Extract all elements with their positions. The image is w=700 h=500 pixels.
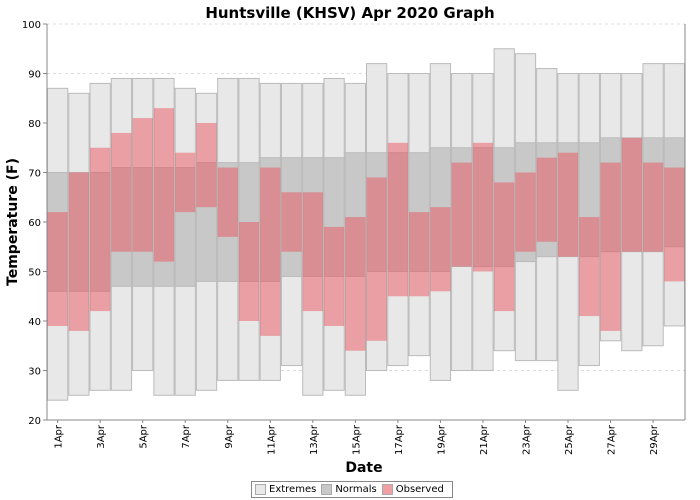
observed-bar bbox=[153, 108, 175, 262]
normals-bar bbox=[621, 137, 643, 253]
observed-bar bbox=[68, 172, 90, 331]
bars bbox=[47, 48, 686, 401]
y-tick-label: 30 bbox=[28, 367, 41, 378]
normals-bar bbox=[344, 152, 367, 277]
observed-bar bbox=[621, 137, 642, 252]
y-tick-label: 60 bbox=[28, 218, 41, 229]
observed-bar bbox=[366, 177, 387, 341]
observed-bar bbox=[281, 192, 302, 252]
y-tick-label: 40 bbox=[28, 317, 41, 328]
x-tick-label: 5Apr bbox=[139, 424, 150, 449]
observed-bar bbox=[664, 167, 685, 282]
y-tick-label: 70 bbox=[28, 169, 41, 180]
normals-bar bbox=[132, 167, 154, 287]
normals-bar bbox=[366, 152, 388, 272]
observed-bar bbox=[90, 147, 111, 312]
normals-bar bbox=[195, 162, 218, 282]
observed-bar bbox=[238, 222, 260, 321]
normals-bar bbox=[642, 137, 664, 253]
x-tick-label: 21Apr bbox=[479, 424, 490, 455]
normals-bar bbox=[557, 142, 579, 258]
normals-bar bbox=[280, 157, 303, 277]
observed-bar bbox=[409, 212, 430, 297]
x-axis-label: Date bbox=[345, 460, 382, 476]
legend-item-observed: Observed bbox=[381, 484, 444, 495]
observed-bar bbox=[387, 142, 409, 297]
x-tick-label: 27Apr bbox=[607, 424, 618, 455]
normals-bar bbox=[578, 142, 600, 258]
normals-bar bbox=[302, 157, 324, 277]
legend-label: Extremes bbox=[269, 484, 317, 495]
y-axis-label: Temperature (F) bbox=[5, 158, 21, 286]
normals-bar bbox=[174, 167, 196, 287]
x-tick-label: 9Apr bbox=[224, 424, 235, 449]
normals-bar bbox=[472, 147, 494, 268]
observed-bar bbox=[345, 217, 366, 351]
observed-bar bbox=[579, 217, 600, 317]
x-tick-label: 25Apr bbox=[564, 424, 575, 455]
observed-bar bbox=[472, 142, 494, 272]
legend-label: Normals bbox=[335, 484, 377, 495]
y-tick-label: 90 bbox=[28, 70, 41, 81]
observed-bar bbox=[175, 152, 196, 213]
observed-bar bbox=[196, 123, 217, 208]
normals-bar bbox=[387, 152, 409, 272]
observed-bar bbox=[451, 162, 472, 267]
x-tick-label: 3Apr bbox=[96, 424, 107, 449]
observed-bar bbox=[642, 162, 664, 252]
observed-bar bbox=[600, 162, 621, 331]
observed-bar bbox=[536, 157, 557, 242]
chart-title: Huntsville (KHSV) Apr 2020 Graph bbox=[205, 4, 495, 22]
legend-swatch-extremes bbox=[255, 484, 266, 495]
y-tick-label: 50 bbox=[28, 268, 41, 279]
observed-bar bbox=[47, 212, 68, 326]
normals-bar bbox=[153, 167, 175, 287]
x-tick-label: 17Apr bbox=[394, 424, 405, 455]
observed-bar bbox=[557, 152, 579, 257]
observed-bar bbox=[515, 172, 536, 252]
observed-bar bbox=[260, 167, 281, 336]
legend-swatch-observed bbox=[381, 484, 393, 495]
y-tick-label: 100 bbox=[22, 20, 41, 31]
observed-bar bbox=[132, 118, 153, 252]
normals-bar bbox=[217, 162, 239, 282]
observed-bar bbox=[494, 182, 515, 312]
x-tick-label: 13Apr bbox=[309, 424, 320, 455]
observed-bar bbox=[430, 207, 451, 292]
x-tick-label: 23Apr bbox=[522, 424, 533, 455]
observed-bar bbox=[111, 132, 132, 252]
legend-item-normals: Normals bbox=[321, 484, 377, 495]
x-tick-label: 29Apr bbox=[649, 424, 660, 455]
normals-bar bbox=[408, 152, 430, 272]
normals-bar bbox=[599, 137, 622, 253]
legend-item-extremes: Extremes bbox=[255, 484, 316, 495]
normals-bar bbox=[110, 167, 133, 287]
legend: Extremes Normals Observed bbox=[251, 481, 453, 498]
x-tick-label: 15Apr bbox=[351, 424, 362, 455]
observed-bar bbox=[217, 167, 238, 237]
normals-bar bbox=[493, 147, 515, 268]
legend-label: Observed bbox=[395, 484, 444, 495]
normals-bar bbox=[429, 147, 452, 272]
x-tick-label: 1Apr bbox=[54, 424, 65, 449]
y-tick-label: 80 bbox=[28, 119, 41, 130]
axes: 20 30 40 50 60 70 80 90 100 1Apr 3Apr 5Apr 7Apr 9Apr 1… bbox=[22, 20, 686, 455]
x-tick-label: 19Apr bbox=[436, 424, 447, 455]
observed-bar bbox=[302, 192, 323, 312]
legend-swatch-normals bbox=[321, 484, 333, 495]
normals-bar bbox=[323, 157, 345, 277]
normals-bar bbox=[238, 162, 260, 282]
normals-bar bbox=[514, 142, 537, 263]
normals-bar bbox=[536, 142, 558, 258]
x-tick-label: 11Apr bbox=[266, 424, 277, 455]
observed-bar bbox=[323, 226, 345, 326]
normals-bar bbox=[68, 172, 90, 292]
x-tick-label: 7Apr bbox=[181, 424, 192, 449]
normals-bar bbox=[259, 157, 281, 282]
normals-bar bbox=[451, 147, 473, 268]
normals-bar bbox=[89, 172, 111, 292]
y-tick-label: 20 bbox=[28, 416, 41, 427]
